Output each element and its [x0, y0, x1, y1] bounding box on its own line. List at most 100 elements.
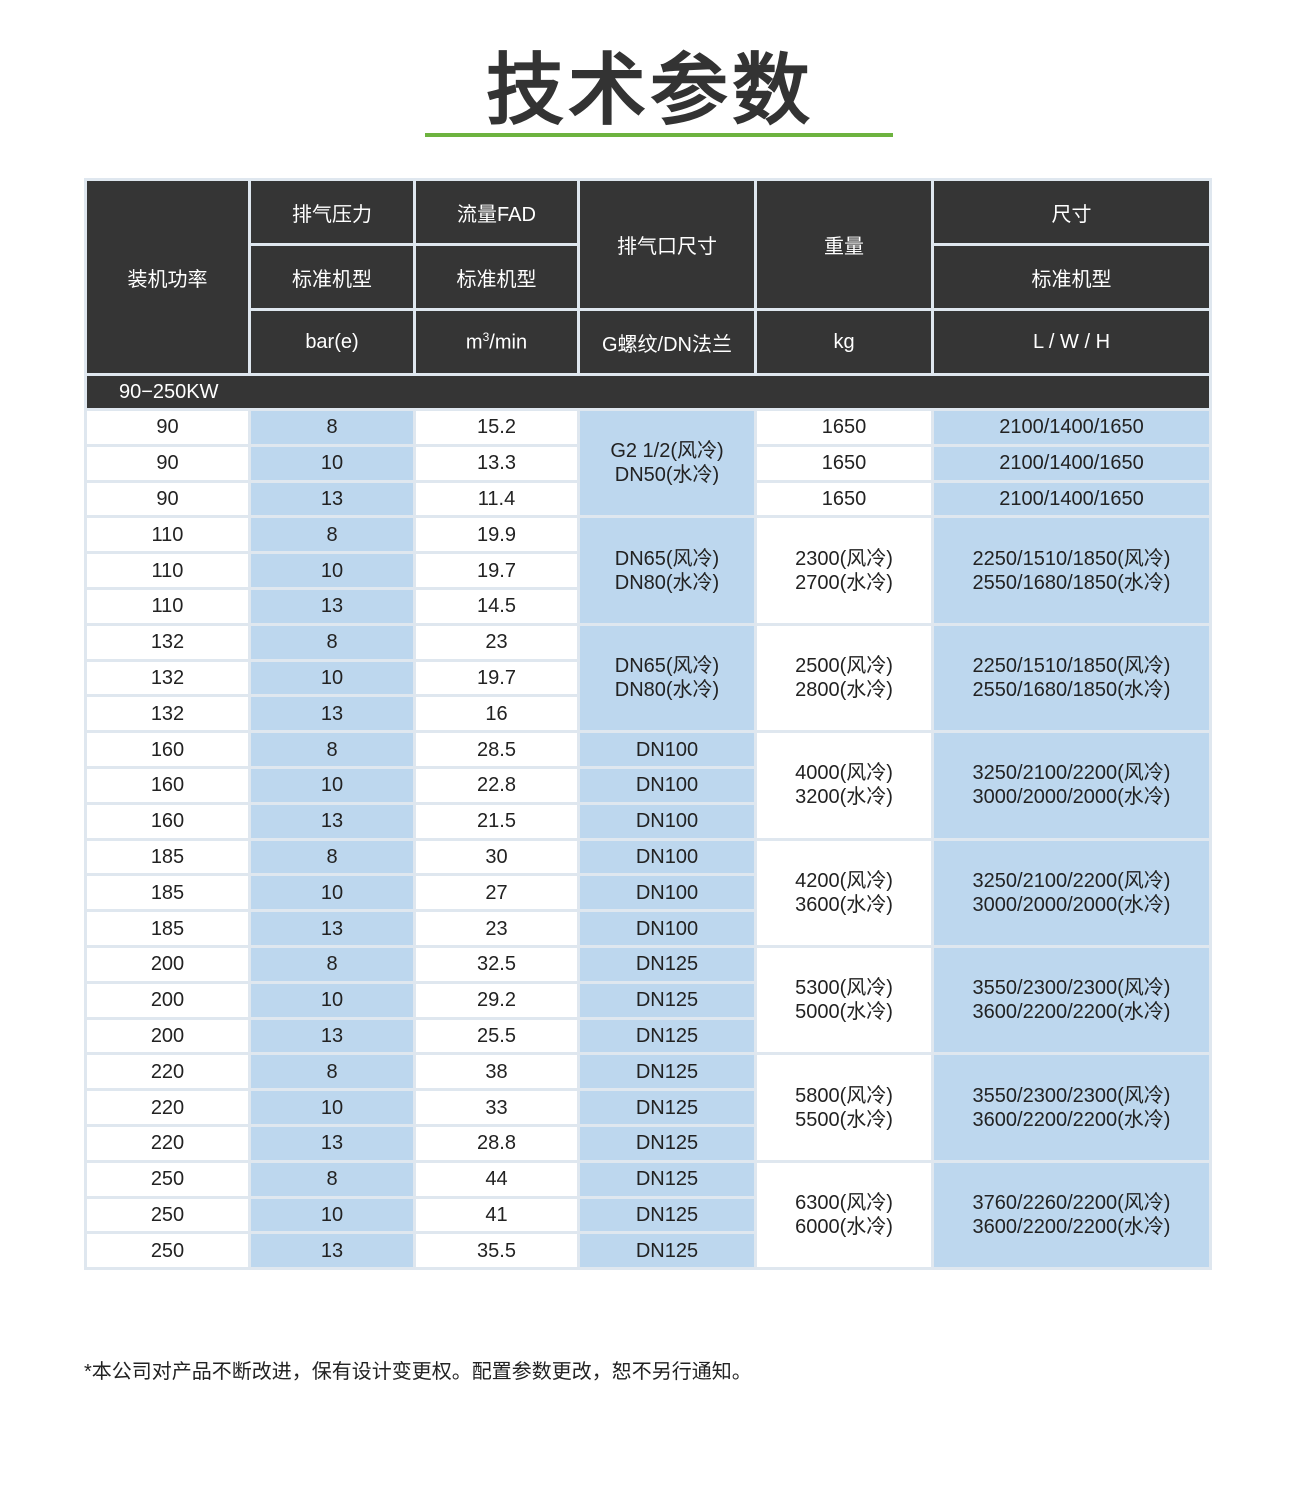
size-cell: 3550/2300/2300(风冷) 3600/2200/2200(水冷): [931, 944, 1212, 1056]
flow-cell: 41: [413, 1195, 580, 1235]
pressure-cell: 13: [248, 1123, 416, 1163]
flow-cell: 32.5: [413, 944, 580, 984]
size-cell: 2100/1400/1650: [931, 408, 1212, 447]
table-row: 110 10 19.7: [84, 551, 1211, 590]
flow-cell: 30: [413, 837, 580, 877]
pressure-cell: 8: [248, 837, 416, 877]
port-cell: DN125: [577, 1231, 757, 1271]
pressure-cell: 13: [248, 801, 416, 841]
table-row: 132 13 16: [84, 694, 1211, 734]
pressure-cell: 10: [248, 1088, 416, 1127]
pressure-cell: 8: [248, 408, 416, 447]
flow-unit-rest: /min: [489, 331, 528, 354]
size-cell: 2100/1400/1650: [931, 479, 1212, 519]
port-cell: DN125: [577, 1159, 757, 1199]
power-cell: 220: [84, 1123, 251, 1163]
flow-cell: 33: [413, 1088, 580, 1127]
weight-cell: 1650: [754, 408, 934, 447]
header-port: 排气口尺寸: [577, 178, 757, 311]
weight-cell: 1650: [754, 479, 934, 519]
port-cell: DN125: [577, 1088, 757, 1127]
power-cell: 132: [84, 694, 251, 734]
header-size-unit: L / W / H: [931, 308, 1212, 376]
table-row: 90 8 15.2 G2 1/2(风冷) DN50(水冷) 1650 2100/1400/…: [84, 407, 1212, 519]
flow-cell: 23: [413, 909, 580, 948]
pressure-cell: 10: [248, 443, 416, 483]
size-cell: 2250/1510/1850(风冷) 2550/1680/1850(水冷): [931, 622, 1212, 734]
table-row: 220 8 38 DN125 5800(风冷) 5500(水冷) 3550/2300/23…: [84, 1052, 1212, 1163]
header-pressure: 排气压力: [248, 178, 416, 246]
table-row: 250 10 41 DN125: [84, 1195, 1211, 1235]
flow-cell: 13.3: [413, 443, 580, 483]
pressure-cell: 13: [248, 586, 416, 626]
table-row: 185 8 30 DN100 4200(风冷) 3600(水冷) 3250/2100/22…: [84, 837, 1212, 948]
section-label: 90−250KW: [84, 373, 1212, 411]
port-cell: DN100: [577, 909, 757, 948]
pressure-cell: 10: [248, 1195, 416, 1235]
power-cell: 200: [84, 944, 251, 984]
power-cell: 160: [84, 765, 251, 805]
table-row: 160 13 21.5 DN100: [84, 801, 1211, 841]
table-row: 220 13 28.8 DN125: [84, 1123, 1211, 1163]
header-flow-sub: 标准机型: [413, 243, 580, 311]
power-cell: 185: [84, 873, 251, 913]
disclaimer-note: *本公司对产品不断改进，保有设计变更权。配置参数更改，恕不另行通知。: [84, 1361, 752, 1383]
power-cell: 220: [84, 1088, 251, 1127]
port-cell: DN125: [577, 1195, 757, 1235]
flow-cell: 29.2: [413, 980, 580, 1020]
header-flow-unit: m3/min: [413, 308, 580, 376]
table-row: 200 8 32.5 DN125 5300(风冷) 5000(水冷) 3550/2300/…: [84, 944, 1212, 1056]
power-cell: 185: [84, 837, 251, 877]
flow-cell: 28.5: [413, 730, 580, 769]
weight-cell: 2500(风冷) 2800(水冷): [754, 622, 934, 734]
port-cell: DN65(风冷) DN80(水冷): [577, 515, 757, 626]
table-row: 90 13 11.4 1650 2100/1400/1650: [84, 479, 1212, 519]
page-title: 技术参数: [485, 46, 814, 136]
pressure-cell: 10: [248, 551, 416, 590]
size-cell: 3550/2300/2300(风冷) 3600/2200/2200(水冷): [931, 1052, 1212, 1163]
port-cell: G2 1/2(风冷) DN50(水冷): [577, 407, 757, 519]
pressure-cell: 13: [248, 909, 416, 948]
port-cell: DN100: [577, 765, 757, 805]
power-cell: 200: [84, 1016, 251, 1056]
header-flow: 流量FAD: [413, 178, 580, 246]
table-row: 220 10 33 DN125: [84, 1088, 1211, 1127]
flow-cell: 19.9: [413, 515, 580, 555]
port-cell: DN125: [577, 1123, 757, 1163]
pressure-cell: 13: [248, 1231, 416, 1271]
table-row: 200 10 29.2 DN125: [84, 980, 1211, 1020]
power-cell: 250: [84, 1159, 251, 1199]
table-row: 110 8 19.9 DN65(风冷) DN80(水冷) 2300(风冷) 2700(水…: [84, 515, 1212, 626]
pressure-cell: 13: [248, 1016, 416, 1056]
weight-cell: 5300(风冷) 5000(水冷): [754, 944, 934, 1056]
weight-cell: 5800(风冷) 5500(水冷): [754, 1052, 934, 1163]
pressure-cell: 8: [248, 944, 416, 984]
flow-cell: 16: [413, 694, 580, 734]
size-cell: 3250/2100/2200(风冷) 3000/2000/2000(水冷): [931, 837, 1212, 948]
port-cell: DN125: [577, 980, 757, 1020]
table-row: 90 10 13.3 1650 2100/1400/1650: [84, 443, 1212, 483]
power-cell: 220: [84, 1052, 251, 1092]
flow-cell: 14.5: [413, 586, 580, 626]
pressure-cell: 10: [248, 765, 416, 805]
flow-cell: 23: [413, 622, 580, 662]
pressure-cell: 8: [248, 1159, 416, 1199]
power-cell: 185: [84, 909, 251, 948]
table-row: 185 13 23 DN100: [84, 909, 1211, 948]
table-row: 250 8 44 DN125 6300(风冷) 6000(水冷) 3760/2260/22…: [84, 1159, 1212, 1271]
port-cell: DN65(风冷) DN80(水冷): [577, 622, 757, 734]
port-cell: DN100: [577, 801, 757, 841]
power-cell: 250: [84, 1195, 251, 1235]
size-cell: 3760/2260/2200(风冷) 3600/2200/2200(水冷): [931, 1159, 1212, 1271]
header-pressure-sub: 标准机型: [248, 243, 416, 311]
weight-cell: 4000(风冷) 3200(水冷): [754, 730, 934, 841]
weight-cell: 4200(风冷) 3600(水冷): [754, 837, 934, 948]
flow-cell: 27: [413, 873, 580, 913]
weight-cell: 6300(风冷) 6000(水冷): [754, 1159, 934, 1271]
power-cell: 90: [84, 443, 251, 483]
flow-cell: 19.7: [413, 658, 580, 698]
port-cell: DN100: [577, 730, 757, 769]
power-cell: 90: [84, 408, 251, 447]
header-size: 尺寸: [931, 178, 1212, 246]
pressure-cell: 8: [248, 622, 416, 662]
